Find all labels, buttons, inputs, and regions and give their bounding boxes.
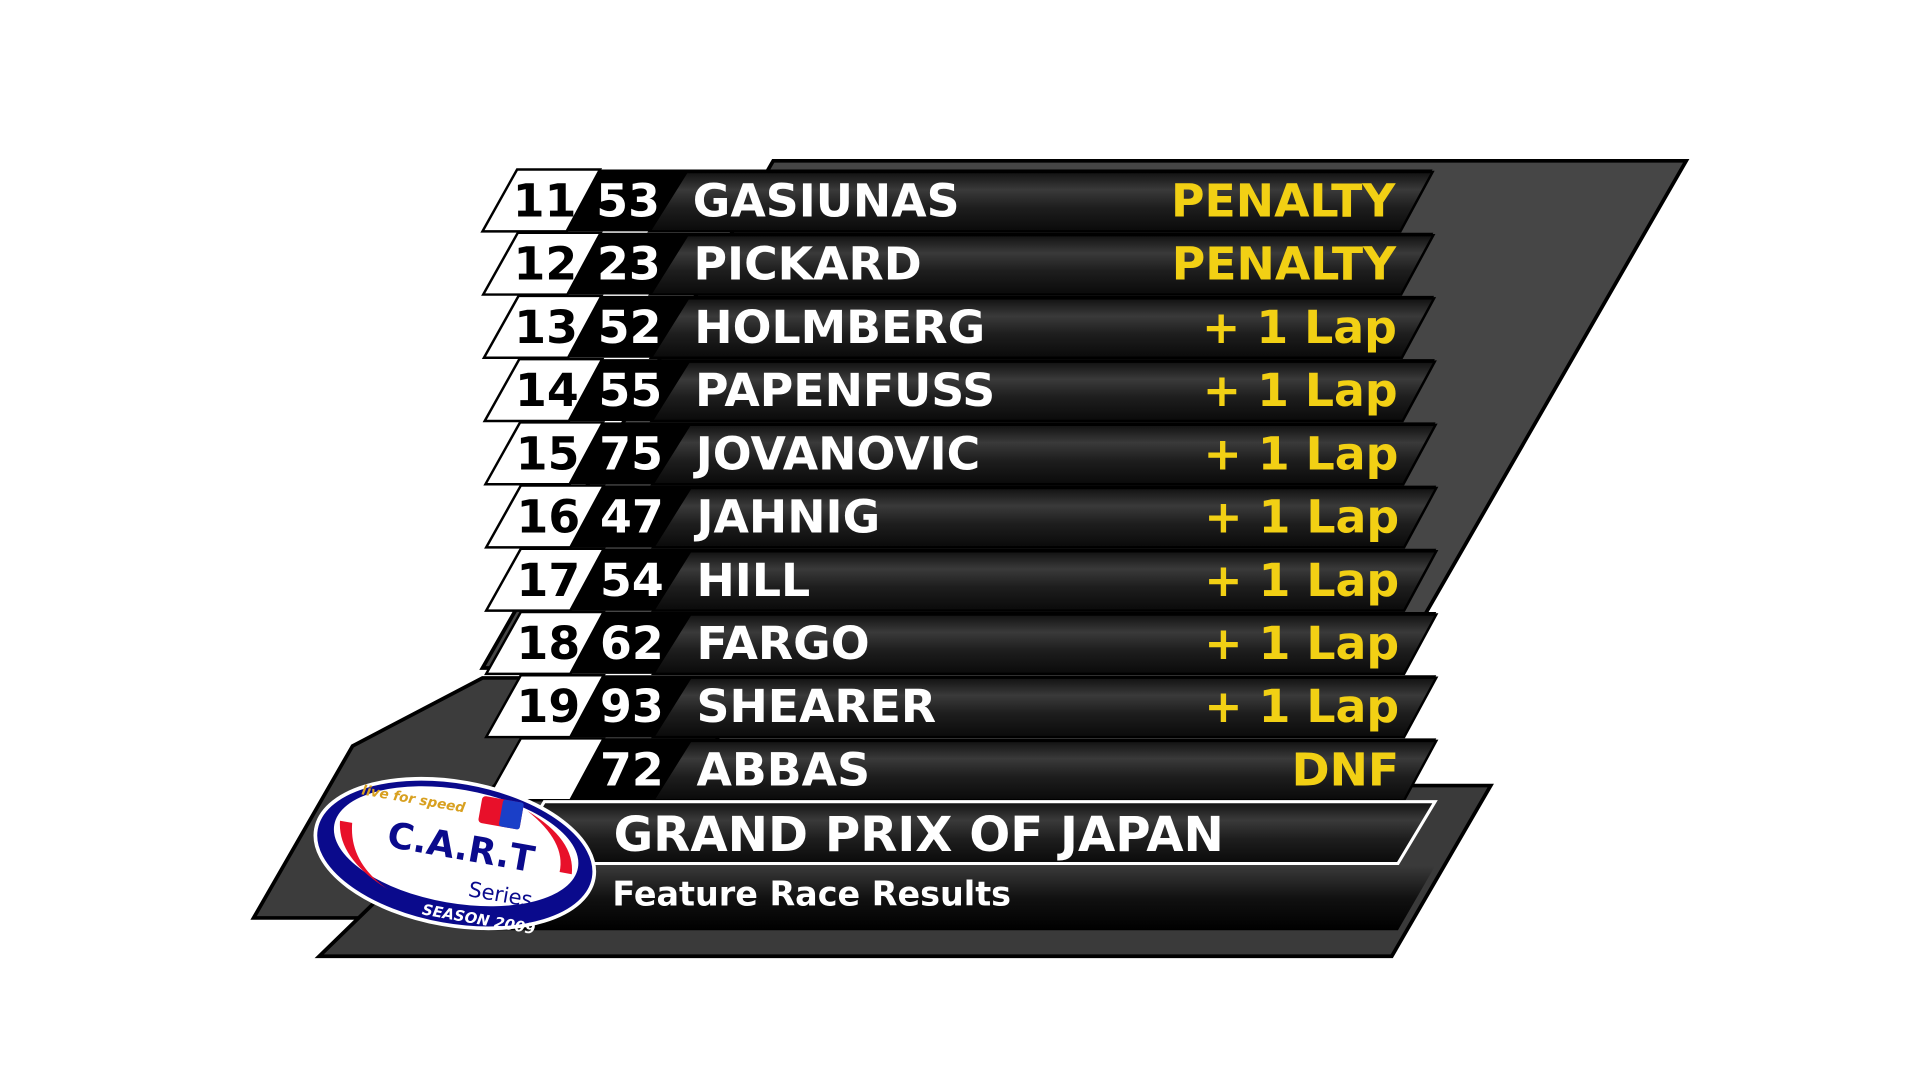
- position-text: 15: [516, 427, 580, 480]
- row-bar: [647, 233, 1436, 296]
- race-status: + 1 Lap: [1202, 301, 1397, 354]
- position-box: [483, 421, 606, 486]
- driver-name: JOVANOVIC: [693, 427, 980, 480]
- race-status: PENALTY: [1171, 174, 1396, 227]
- race-status: + 1 Lap: [1204, 680, 1399, 733]
- car-number: 93: [600, 680, 664, 733]
- driver-name: ABBAS: [696, 743, 870, 796]
- driver-name: SHEARER: [696, 680, 936, 733]
- race-status: + 1 Lap: [1204, 554, 1399, 607]
- position-box: [484, 484, 606, 549]
- row-bar: [650, 486, 1439, 549]
- position-box: [480, 168, 603, 233]
- row-bar: [650, 423, 1438, 486]
- driver-name: PICKARD: [694, 238, 922, 291]
- result-row: 12 23 PICKARD PENALTY: [481, 231, 1436, 296]
- row-bar: [649, 360, 1437, 423]
- race-status: + 1 Lap: [1203, 364, 1398, 417]
- race-status: + 1 Lap: [1204, 491, 1399, 544]
- position-box: [484, 610, 606, 676]
- race-status: DNF: [1292, 743, 1400, 796]
- result-row: 19 93 SHEARER + 1 Lap: [484, 673, 1439, 739]
- driver-name: PAPENFUSS: [695, 364, 995, 417]
- row-bar: [650, 550, 1439, 612]
- position-text: 18: [517, 617, 581, 670]
- event-subtitle: Feature Race Results: [612, 875, 1011, 914]
- car-number: 54: [600, 554, 664, 607]
- position-text: 12: [514, 238, 578, 291]
- result-row: 72 ABBAS DNF: [484, 737, 1439, 802]
- car-number: 55: [599, 364, 663, 417]
- position-text: 19: [517, 680, 581, 733]
- race-status: + 1 Lap: [1204, 617, 1399, 670]
- car-number: 52: [598, 301, 662, 354]
- position-box: [481, 294, 604, 360]
- car-number: 72: [600, 743, 664, 796]
- result-row: 18 62 FARGO + 1 Lap: [484, 610, 1439, 676]
- cart-series-logo: live for speed C.A.R.T Series SEASON 200…: [313, 776, 597, 938]
- car-number: 53: [596, 174, 660, 227]
- race-status: + 1 Lap: [1204, 427, 1399, 480]
- position-box: [484, 547, 606, 612]
- car-number: 23: [597, 238, 661, 291]
- result-row: 16 47 JAHNIG + 1 Lap: [484, 484, 1439, 549]
- car-number: 47: [600, 491, 664, 544]
- position-text: 14: [515, 364, 579, 417]
- result-row: 15 75 JOVANOVIC + 1 Lap: [483, 421, 1438, 486]
- position-box: [481, 231, 603, 296]
- subtitle-bar: [482, 865, 1436, 931]
- result-row: 14 55 PAPENFUSS + 1 Lap: [482, 357, 1437, 423]
- car-number: 62: [600, 617, 664, 670]
- event-title: GRAND PRIX OF JAPAN: [614, 807, 1224, 863]
- position-text: 11: [513, 174, 577, 227]
- position-box: [482, 357, 605, 423]
- result-row: 13 52 HOLMBERG + 1 Lap: [481, 294, 1437, 360]
- driver-name: GASIUNAS: [693, 174, 960, 227]
- position-box: [484, 673, 606, 739]
- result-row: 11 53 GASIUNAS PENALTY: [480, 168, 1435, 233]
- driver-name: JAHNIG: [693, 491, 880, 544]
- row-bar: [650, 613, 1439, 676]
- driver-name: HOLMBERG: [694, 301, 985, 354]
- result-row: 17 54 HILL + 1 Lap: [484, 547, 1439, 612]
- row-bar: [647, 170, 1435, 233]
- row-bar: [650, 676, 1439, 739]
- position-text: 13: [514, 301, 578, 354]
- driver-name: FARGO: [696, 617, 869, 670]
- position-text: 16: [517, 491, 581, 544]
- car-number: 75: [599, 427, 663, 480]
- driver-name: HILL: [696, 554, 810, 607]
- row-bar: [648, 297, 1437, 360]
- race-status: PENALTY: [1172, 238, 1397, 291]
- position-text: 17: [517, 554, 581, 607]
